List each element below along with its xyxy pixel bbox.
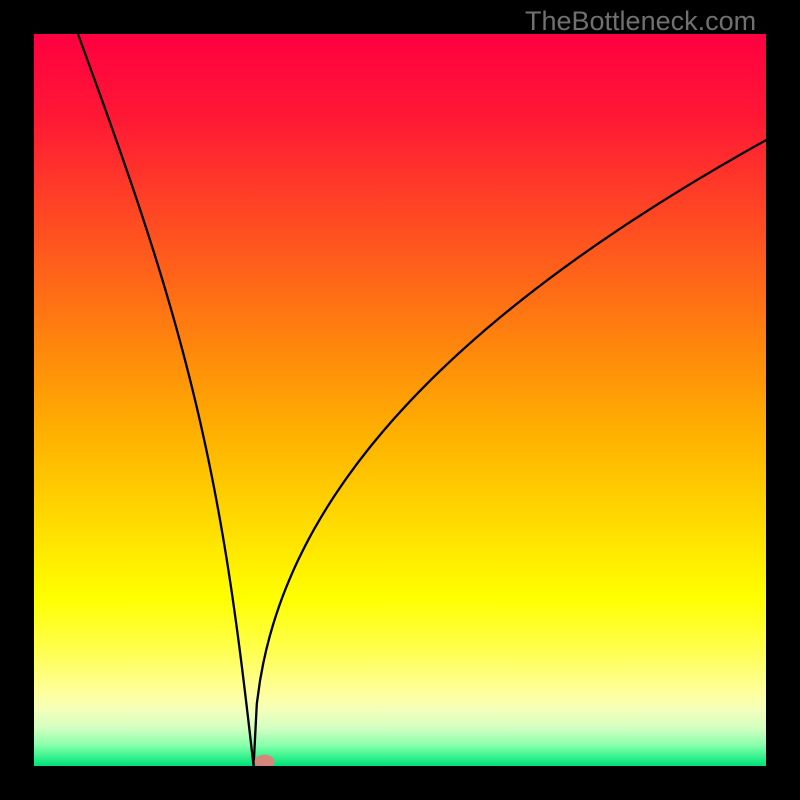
plot-area xyxy=(34,34,766,766)
gradient-background xyxy=(34,34,766,766)
chart-svg xyxy=(34,34,766,766)
watermark-text: TheBottleneck.com xyxy=(525,6,756,37)
